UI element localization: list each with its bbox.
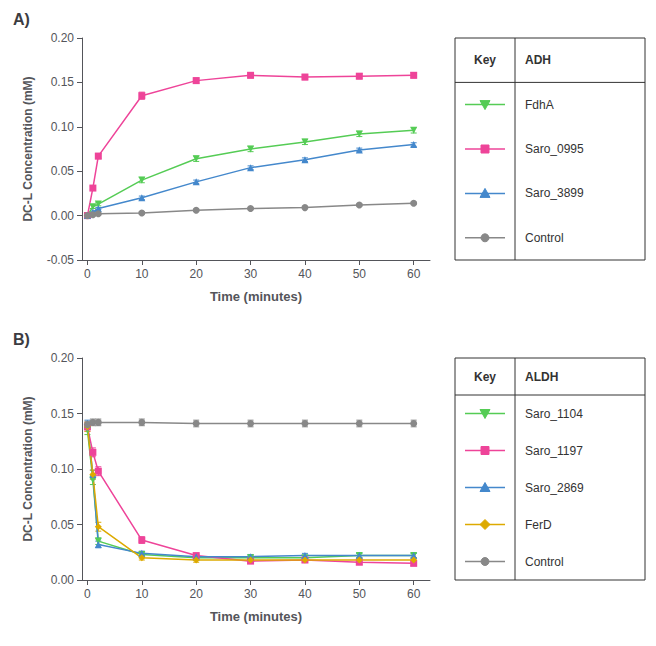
svg-text:Time (minutes): Time (minutes): [210, 289, 302, 304]
svg-text:Key: Key: [474, 370, 496, 384]
svg-text:30: 30: [244, 587, 258, 601]
svg-text:Saro_1197: Saro_1197: [525, 444, 583, 458]
svg-text:0.00: 0.00: [51, 573, 75, 587]
svg-text:FdhA: FdhA: [525, 98, 554, 112]
svg-text:50: 50: [353, 267, 367, 281]
svg-text:B): B): [13, 331, 30, 348]
svg-text:0.20: 0.20: [51, 31, 75, 45]
svg-text:Saro_2869: Saro_2869: [525, 481, 584, 495]
svg-text:40: 40: [298, 267, 312, 281]
svg-text:0.00: 0.00: [51, 209, 75, 223]
svg-text:60: 60: [407, 587, 421, 601]
svg-text:0.10: 0.10: [51, 120, 75, 134]
svg-text:60: 60: [407, 267, 421, 281]
svg-text:Saro_0995: Saro_0995: [525, 142, 584, 156]
svg-text:-0.05: -0.05: [47, 253, 75, 267]
svg-text:Time (minutes): Time (minutes): [210, 609, 302, 624]
svg-text:20: 20: [190, 587, 204, 601]
svg-text:0.20: 0.20: [51, 351, 75, 365]
svg-text:Saro_1104: Saro_1104: [525, 407, 583, 421]
svg-text:0.10: 0.10: [51, 462, 75, 476]
svg-text:ADH: ADH: [525, 53, 551, 67]
svg-text:Saro_3899: Saro_3899: [525, 186, 584, 200]
svg-text:10: 10: [135, 587, 149, 601]
svg-text:Control: Control: [525, 231, 564, 245]
svg-text:Control: Control: [525, 555, 564, 569]
svg-text:FerD: FerD: [525, 518, 552, 532]
svg-text:30: 30: [244, 267, 258, 281]
svg-text:40: 40: [298, 587, 312, 601]
svg-text:0: 0: [84, 587, 91, 601]
svg-text:0: 0: [84, 267, 91, 281]
svg-text:0.05: 0.05: [51, 518, 75, 532]
svg-text:DC-L Concentration (mM): DC-L Concentration (mM): [21, 76, 35, 221]
svg-text:20: 20: [190, 267, 204, 281]
svg-text:Key: Key: [474, 53, 496, 67]
svg-text:0.15: 0.15: [51, 75, 75, 89]
svg-text:0.15: 0.15: [51, 407, 75, 421]
svg-text:10: 10: [135, 267, 149, 281]
svg-text:DC-L Concentration (mM): DC-L Concentration (mM): [21, 396, 35, 541]
svg-text:50: 50: [353, 587, 367, 601]
svg-text:0.05: 0.05: [51, 164, 75, 178]
svg-text:A): A): [13, 11, 30, 28]
svg-text:ALDH: ALDH: [525, 370, 558, 384]
